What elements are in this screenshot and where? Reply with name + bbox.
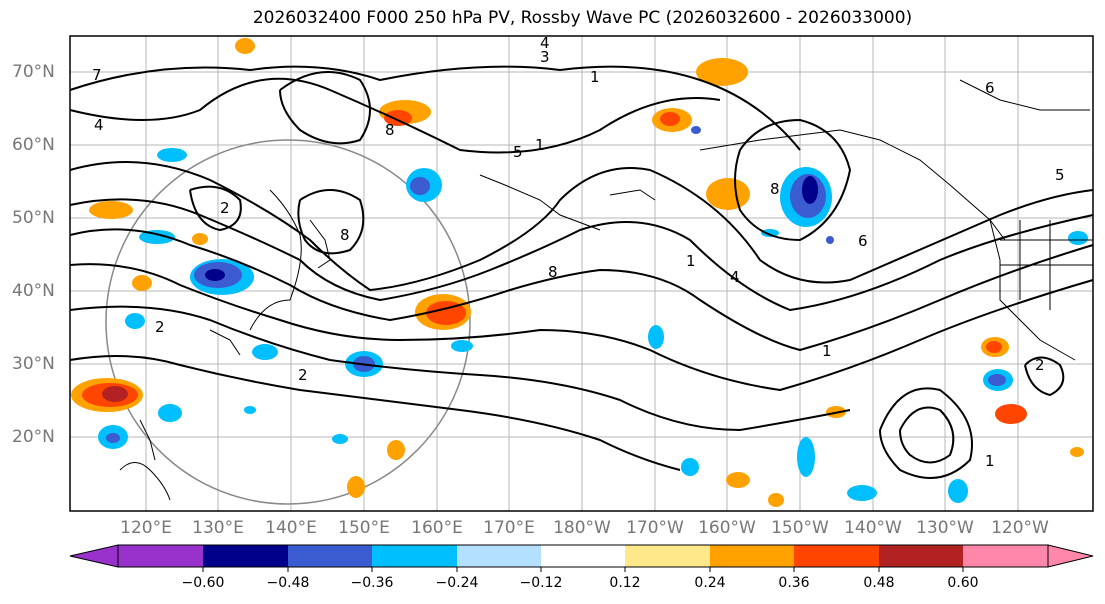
colorbar (69, 544, 1094, 572)
lon-label: 140°E (265, 518, 317, 538)
svg-text:8: 8 (548, 263, 558, 281)
svg-text:2: 2 (155, 318, 165, 336)
colorbar-tick: 0.24 (694, 575, 726, 591)
map-frame (69, 35, 1094, 512)
coastlines (119, 79, 1093, 501)
lat-label: 20°N (12, 427, 55, 447)
svg-text:5: 5 (513, 143, 523, 161)
svg-text:1: 1 (822, 342, 832, 360)
pv-contours (69, 65, 1094, 479)
svg-text:2: 2 (1035, 356, 1045, 374)
gridlines (70, 36, 1093, 511)
svg-text:3: 3 (540, 48, 550, 66)
colorbar-tick: 0.48 (863, 575, 895, 591)
lon-label: 170°E (483, 518, 535, 538)
lon-label: 130°E (192, 518, 244, 538)
lat-label: 40°N (12, 281, 55, 301)
lon-label: 180°W (553, 518, 611, 538)
lon-label: 120°E (120, 518, 172, 538)
svg-text:7: 7 (92, 66, 102, 84)
svg-text:1: 1 (590, 68, 600, 86)
svg-text:8: 8 (770, 180, 780, 198)
colorbar-tick: −0.60 (181, 575, 225, 591)
svg-text:8: 8 (385, 121, 395, 139)
lat-label: 30°N (12, 354, 55, 374)
lon-label: 170°W (626, 518, 684, 538)
svg-text:6: 6 (985, 79, 995, 97)
svg-text:4: 4 (730, 268, 740, 286)
region-circle (105, 139, 471, 505)
lat-label: 60°N (12, 135, 55, 155)
svg-text:1: 1 (535, 136, 545, 154)
colorbar-tick: −0.24 (435, 575, 479, 591)
svg-text:5: 5 (1055, 166, 1065, 184)
anomaly-shading (71, 38, 1088, 507)
colorbar-tick: 0.12 (609, 575, 641, 591)
lat-label: 70°N (12, 62, 55, 82)
svg-text:4: 4 (94, 116, 104, 134)
lon-label: 150°E (338, 518, 390, 538)
svg-text:6: 6 (858, 232, 868, 250)
colorbar-tick: 0.36 (778, 575, 810, 591)
svg-text:8: 8 (340, 226, 350, 244)
svg-text:1: 1 (686, 252, 696, 270)
colorbar-tick: −0.48 (266, 575, 310, 591)
contour-labels: 7 3 4 1 6 5 2 2 2 2 6 8 8 8 4 1 1 1 1 5 … (92, 34, 1065, 470)
lon-label: 160°E (411, 518, 463, 538)
lat-label: 50°N (12, 208, 55, 228)
lon-label: 140°W (844, 518, 902, 538)
lon-label: 150°W (771, 518, 829, 538)
colorbar-tick: −0.36 (350, 575, 394, 591)
colorbar-tick: −0.12 (519, 575, 563, 591)
chart-title: 2026032400 F000 250 hPa PV, Rossby Wave … (252, 8, 913, 28)
lon-label: 130°W (916, 518, 974, 538)
colorbar-tick: 0.60 (947, 575, 979, 591)
svg-text:2: 2 (220, 199, 230, 217)
svg-text:4: 4 (540, 34, 550, 52)
lon-label: 160°W (698, 518, 756, 538)
svg-text:1: 1 (985, 452, 995, 470)
svg-text:2: 2 (298, 366, 308, 384)
lon-label: 120°W (991, 518, 1049, 538)
